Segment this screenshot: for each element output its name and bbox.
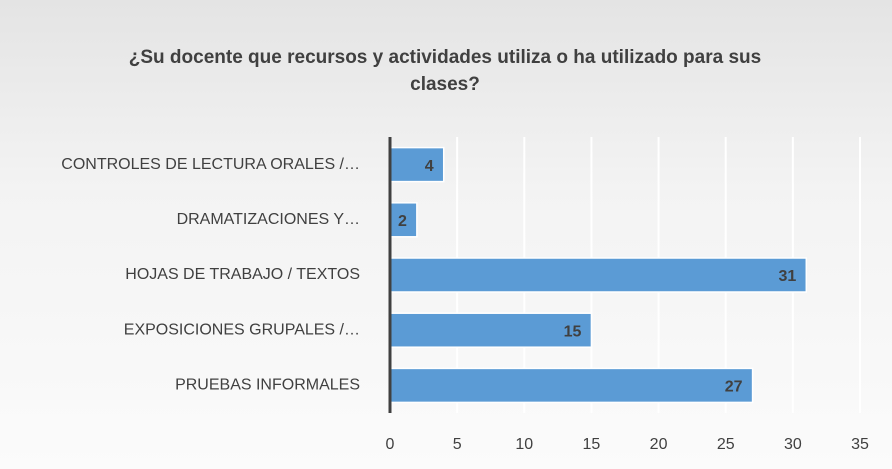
x-tick-label: 10 (515, 436, 533, 453)
y-tick-label: PRUEBAS INFORMALES (175, 377, 360, 394)
y-tick-label: HOJAS DE TRABAJO / TEXTOS (125, 266, 360, 283)
y-tick-label: DRAMATIZACIONES Y… (177, 211, 360, 228)
x-tick-label: 30 (784, 436, 802, 453)
x-tick-label: 15 (583, 436, 601, 453)
bar (389, 146, 445, 183)
value-label: 4 (425, 158, 434, 175)
x-tick-label: 0 (386, 436, 395, 453)
bar (389, 367, 754, 404)
bar (389, 312, 593, 348)
chart-title: ¿Su docente que recursos y actividades u… (128, 47, 762, 95)
y-tick-label: EXPOSICIONES GRUPALES /… (124, 321, 360, 338)
value-label: 31 (778, 268, 796, 285)
value-label: 15 (564, 323, 582, 340)
bar (389, 257, 808, 293)
value-label: 27 (725, 379, 743, 396)
x-tick-label: 25 (717, 436, 735, 453)
y-tick-label: CONTROLES DE LECTURA ORALES /… (61, 156, 360, 173)
x-tick-label: 20 (650, 436, 668, 453)
x-tick-label: 5 (453, 436, 462, 453)
value-label: 2 (398, 213, 407, 230)
x-tick-label: 35 (851, 436, 869, 453)
